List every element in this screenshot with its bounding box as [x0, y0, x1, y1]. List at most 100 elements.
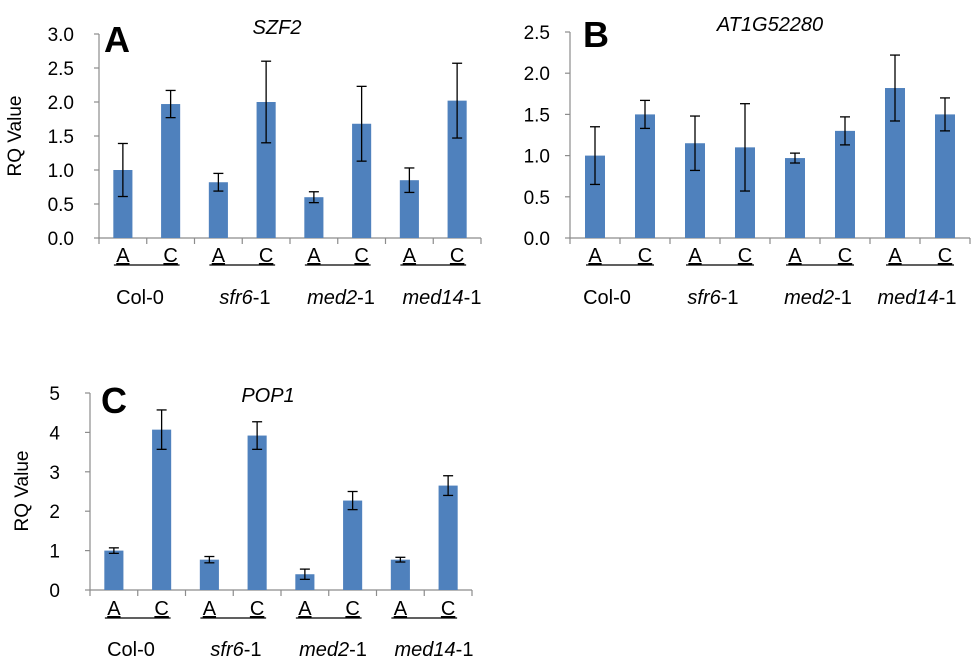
panel-3-bar [295, 574, 315, 590]
panel-1-group-label: med2-1 [307, 287, 375, 309]
panel-1-group-name-italic: med14 [403, 287, 464, 309]
panel-3-title: POP1 [241, 385, 294, 407]
panel-3-bar [152, 429, 172, 590]
panel-2-group-name-italic: sfr6 [687, 287, 721, 309]
panel-2-bar [935, 114, 955, 238]
panel-3-group-name-suffix: -1 [456, 639, 474, 661]
panel-2-group-name-suffix: -1 [834, 287, 852, 309]
panel-2-category-label: A [588, 245, 602, 267]
panel-1-panel-label: A [104, 19, 130, 60]
panel-1-group-label: sfr6-1 [219, 287, 270, 309]
panel-3-group-name-suffix: -1 [244, 639, 262, 661]
panel-3-category-label: A [107, 598, 121, 620]
panel-2-group-name: Col-0 [583, 287, 631, 309]
panel-2-group-name-italic: med2 [784, 287, 834, 309]
panel-3-group-name-italic: med14 [395, 639, 456, 661]
panel-1-group-label: med14-1 [403, 287, 482, 309]
panel-3-group-label: med2-1 [299, 639, 367, 661]
panel-3-y-tick-label: 1 [49, 542, 60, 563]
panel-1-category-label: C [163, 245, 177, 267]
panel-1-category-label: A [116, 245, 130, 267]
panel-1-group-label: Col-0 [116, 287, 164, 309]
panel-2-group-name-italic: med14 [878, 287, 939, 309]
panel-1-title: SZF2 [253, 17, 302, 39]
panel-2-y-tick-label: 0.5 [524, 188, 550, 209]
panel-3-bar [247, 435, 267, 590]
panel-1-y-tick-label: 0.5 [48, 195, 74, 216]
panel-2-category-label: A [688, 245, 702, 267]
panel-1-group-name-italic: med2 [307, 287, 357, 309]
panel-1-bar [161, 104, 181, 238]
panel-3-group-name-italic: med2 [299, 639, 349, 661]
panel-1-category-label: C [259, 245, 273, 267]
panel-2-group-label: med14-1 [878, 287, 957, 309]
panel-2-panel-label: B [583, 14, 609, 55]
panel-2-group-name-suffix: -1 [721, 287, 739, 309]
panel-3-bar [343, 500, 363, 590]
panel-1-group-name-italic: sfr6 [219, 287, 253, 309]
panel-3-group-label: sfr6-1 [210, 639, 261, 661]
panel-3-bar [104, 550, 124, 590]
panel-2-y-tick-label: 1.0 [524, 147, 550, 168]
panel-1-group-name: Col-0 [116, 287, 164, 309]
panel-1-bar [113, 170, 133, 238]
panel-2-bar [585, 155, 605, 238]
panel-3-category-label: C [154, 598, 168, 620]
panel-1-y-tick-label: 2.5 [48, 59, 74, 80]
panel-2-group-label: sfr6-1 [687, 287, 738, 309]
panel-1-y-tick-label: 1.0 [48, 161, 74, 182]
panel-1-bar [304, 197, 324, 238]
panel-2-bar [785, 158, 805, 238]
panel-3-y-tick-label: 0 [49, 581, 60, 602]
panel-1-bar [352, 123, 372, 238]
panel-3-category-label: C [345, 598, 359, 620]
panel-2-bar [685, 143, 705, 238]
panel-2-y-tick-label: 1.5 [524, 105, 550, 126]
panel-3-group-label: med14-1 [395, 639, 474, 661]
panel-2-y-tick-label: 0.0 [524, 229, 550, 250]
panel-3-group-name-italic: sfr6 [210, 639, 244, 661]
panel-1-bar [208, 182, 228, 238]
panel-2-bar [735, 147, 755, 238]
panel-3-y-tick-label: 2 [49, 502, 60, 523]
panel-2-y-tick-label: 2.5 [524, 23, 550, 44]
panel-2-category-label: A [788, 245, 802, 267]
panel-2-bar [635, 114, 655, 238]
panel-2-title: AT1G52280 [716, 14, 823, 36]
panel-3-group-label: Col-0 [107, 639, 155, 661]
panel-1-group-name-suffix: -1 [357, 287, 375, 309]
panel-2-category-label: C [638, 245, 652, 267]
panel-3-y-tick-label: 5 [49, 384, 60, 405]
panel-1-group-name-suffix: -1 [464, 287, 482, 309]
panel-1-category-label: A [403, 245, 417, 267]
panel-2-category-label: C [838, 245, 852, 267]
panel-3-group-name: Col-0 [107, 639, 155, 661]
panel-1-bar [447, 100, 467, 238]
panel-3-y-axis-label: RQ Value [12, 451, 33, 532]
panel-1-category-label: C [354, 245, 368, 267]
panel-2-y-tick-label: 2.0 [524, 64, 550, 85]
panel-3-category-label: C [250, 598, 264, 620]
panel-2-bar [885, 88, 905, 238]
panel-1-y-tick-label: 1.5 [48, 127, 74, 148]
panel-2-category-label: C [938, 245, 952, 267]
panel-3-category-label: C [441, 598, 455, 620]
panel-1-bar [256, 102, 276, 238]
panel-1-y-tick-label: 0.0 [48, 229, 74, 250]
panel-3-category-label: A [298, 598, 312, 620]
panel-3-panel-label: C [101, 380, 127, 421]
panel-3-bar [390, 559, 410, 590]
panel-2-category-label: A [888, 245, 902, 267]
panel-1-y-tick-label: 2.0 [48, 93, 74, 114]
panel-2-category-label: C [738, 245, 752, 267]
panel-1-group-name-suffix: -1 [253, 287, 271, 309]
panel-1-category-label: C [450, 245, 464, 267]
panel-3-bar [199, 559, 219, 590]
panel-2-bar [835, 130, 855, 238]
panel-1-category-label: A [307, 245, 321, 267]
panel-1-y-axis-label: RQ Value [5, 96, 26, 177]
panel-3-y-tick-label: 3 [49, 463, 60, 484]
panel-2-group-label: Col-0 [583, 287, 631, 309]
panel-1-bar [399, 180, 419, 238]
